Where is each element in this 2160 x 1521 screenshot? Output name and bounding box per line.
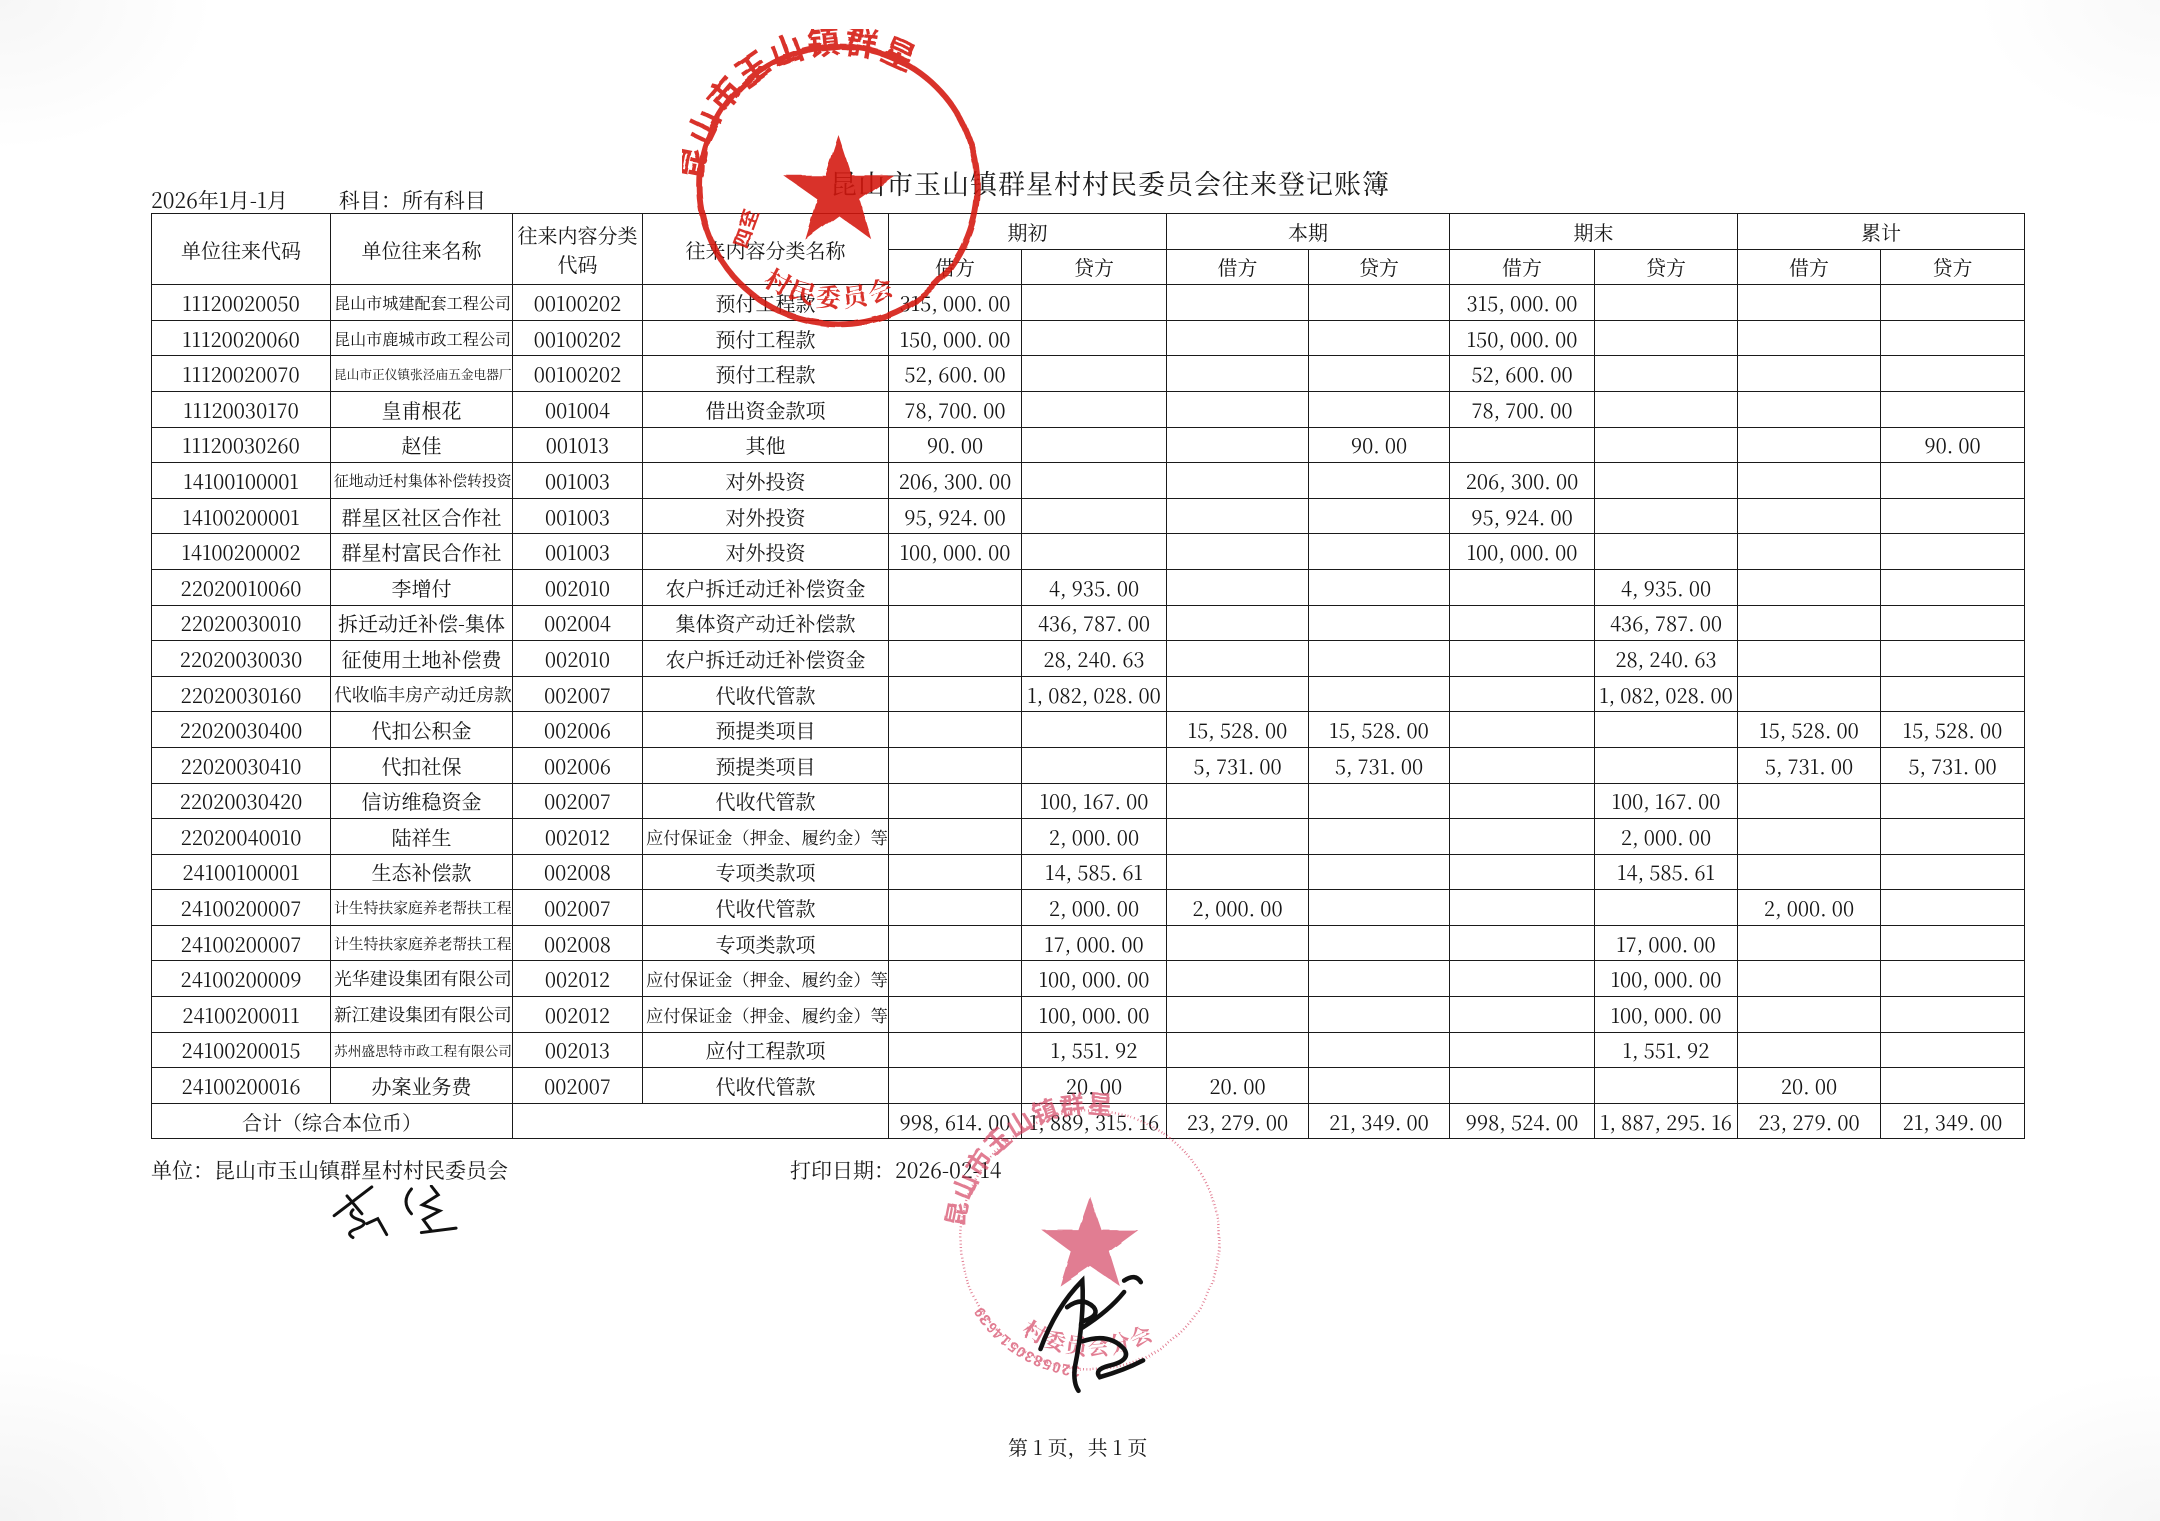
svg-text:昆山市玉山镇群星: 昆山市玉山镇群星 (682, 29, 927, 184)
svg-text:村民委员会: 村民委员会 (759, 259, 901, 315)
svg-text:四至: 四至 (724, 204, 765, 251)
